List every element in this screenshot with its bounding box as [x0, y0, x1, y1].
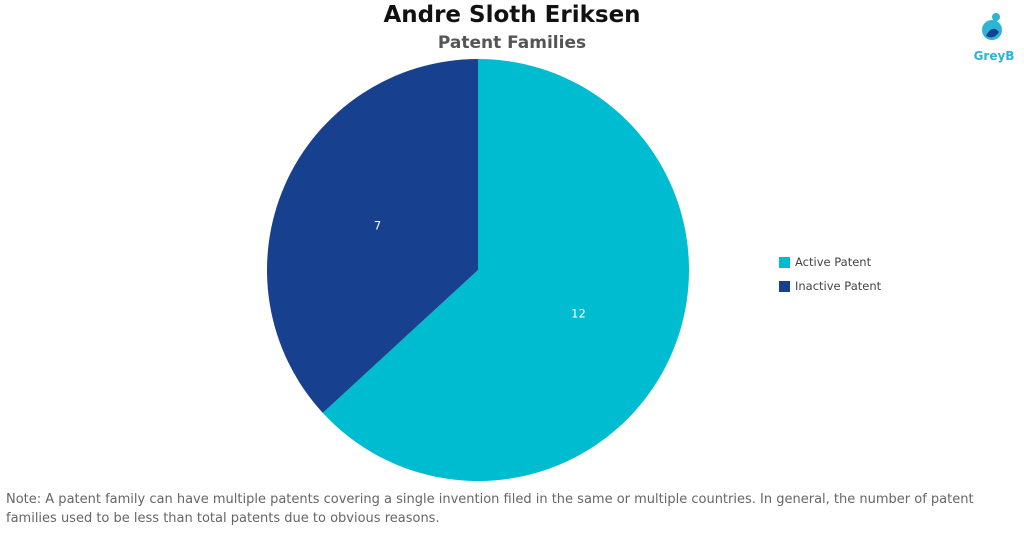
legend-item-inactive[interactable]: Inactive Patent — [779, 274, 881, 298]
pie-slice-active-patent[interactable] — [322, 59, 689, 481]
pie-slice-inactive-patent[interactable] — [267, 59, 478, 413]
legend-swatch-active — [779, 256, 790, 268]
chart-title: Andre Sloth Eriksen — [383, 2, 641, 28]
data-label-inactive-patent: 7 — [374, 218, 381, 232]
legend-label-inactive: Inactive Patent — [795, 279, 882, 293]
greyb-logo-icon — [982, 13, 1002, 40]
footnote: Note: A patent family can have multiple … — [6, 492, 974, 526]
legend-swatch-inactive — [779, 280, 790, 292]
legend-item-active[interactable]: Active Patent — [779, 250, 881, 274]
data-label-active-patent: 12 — [571, 307, 586, 321]
chart-subtitle: Patent Families — [437, 33, 587, 53]
legend-label-active: Active Patent — [795, 255, 872, 269]
greyb-logo[interactable]: GreyB — [972, 10, 1016, 66]
greyb-logo-text: GreyB — [973, 49, 1015, 63]
chart-legend: Active Patent Inactive Patent — [779, 250, 881, 298]
